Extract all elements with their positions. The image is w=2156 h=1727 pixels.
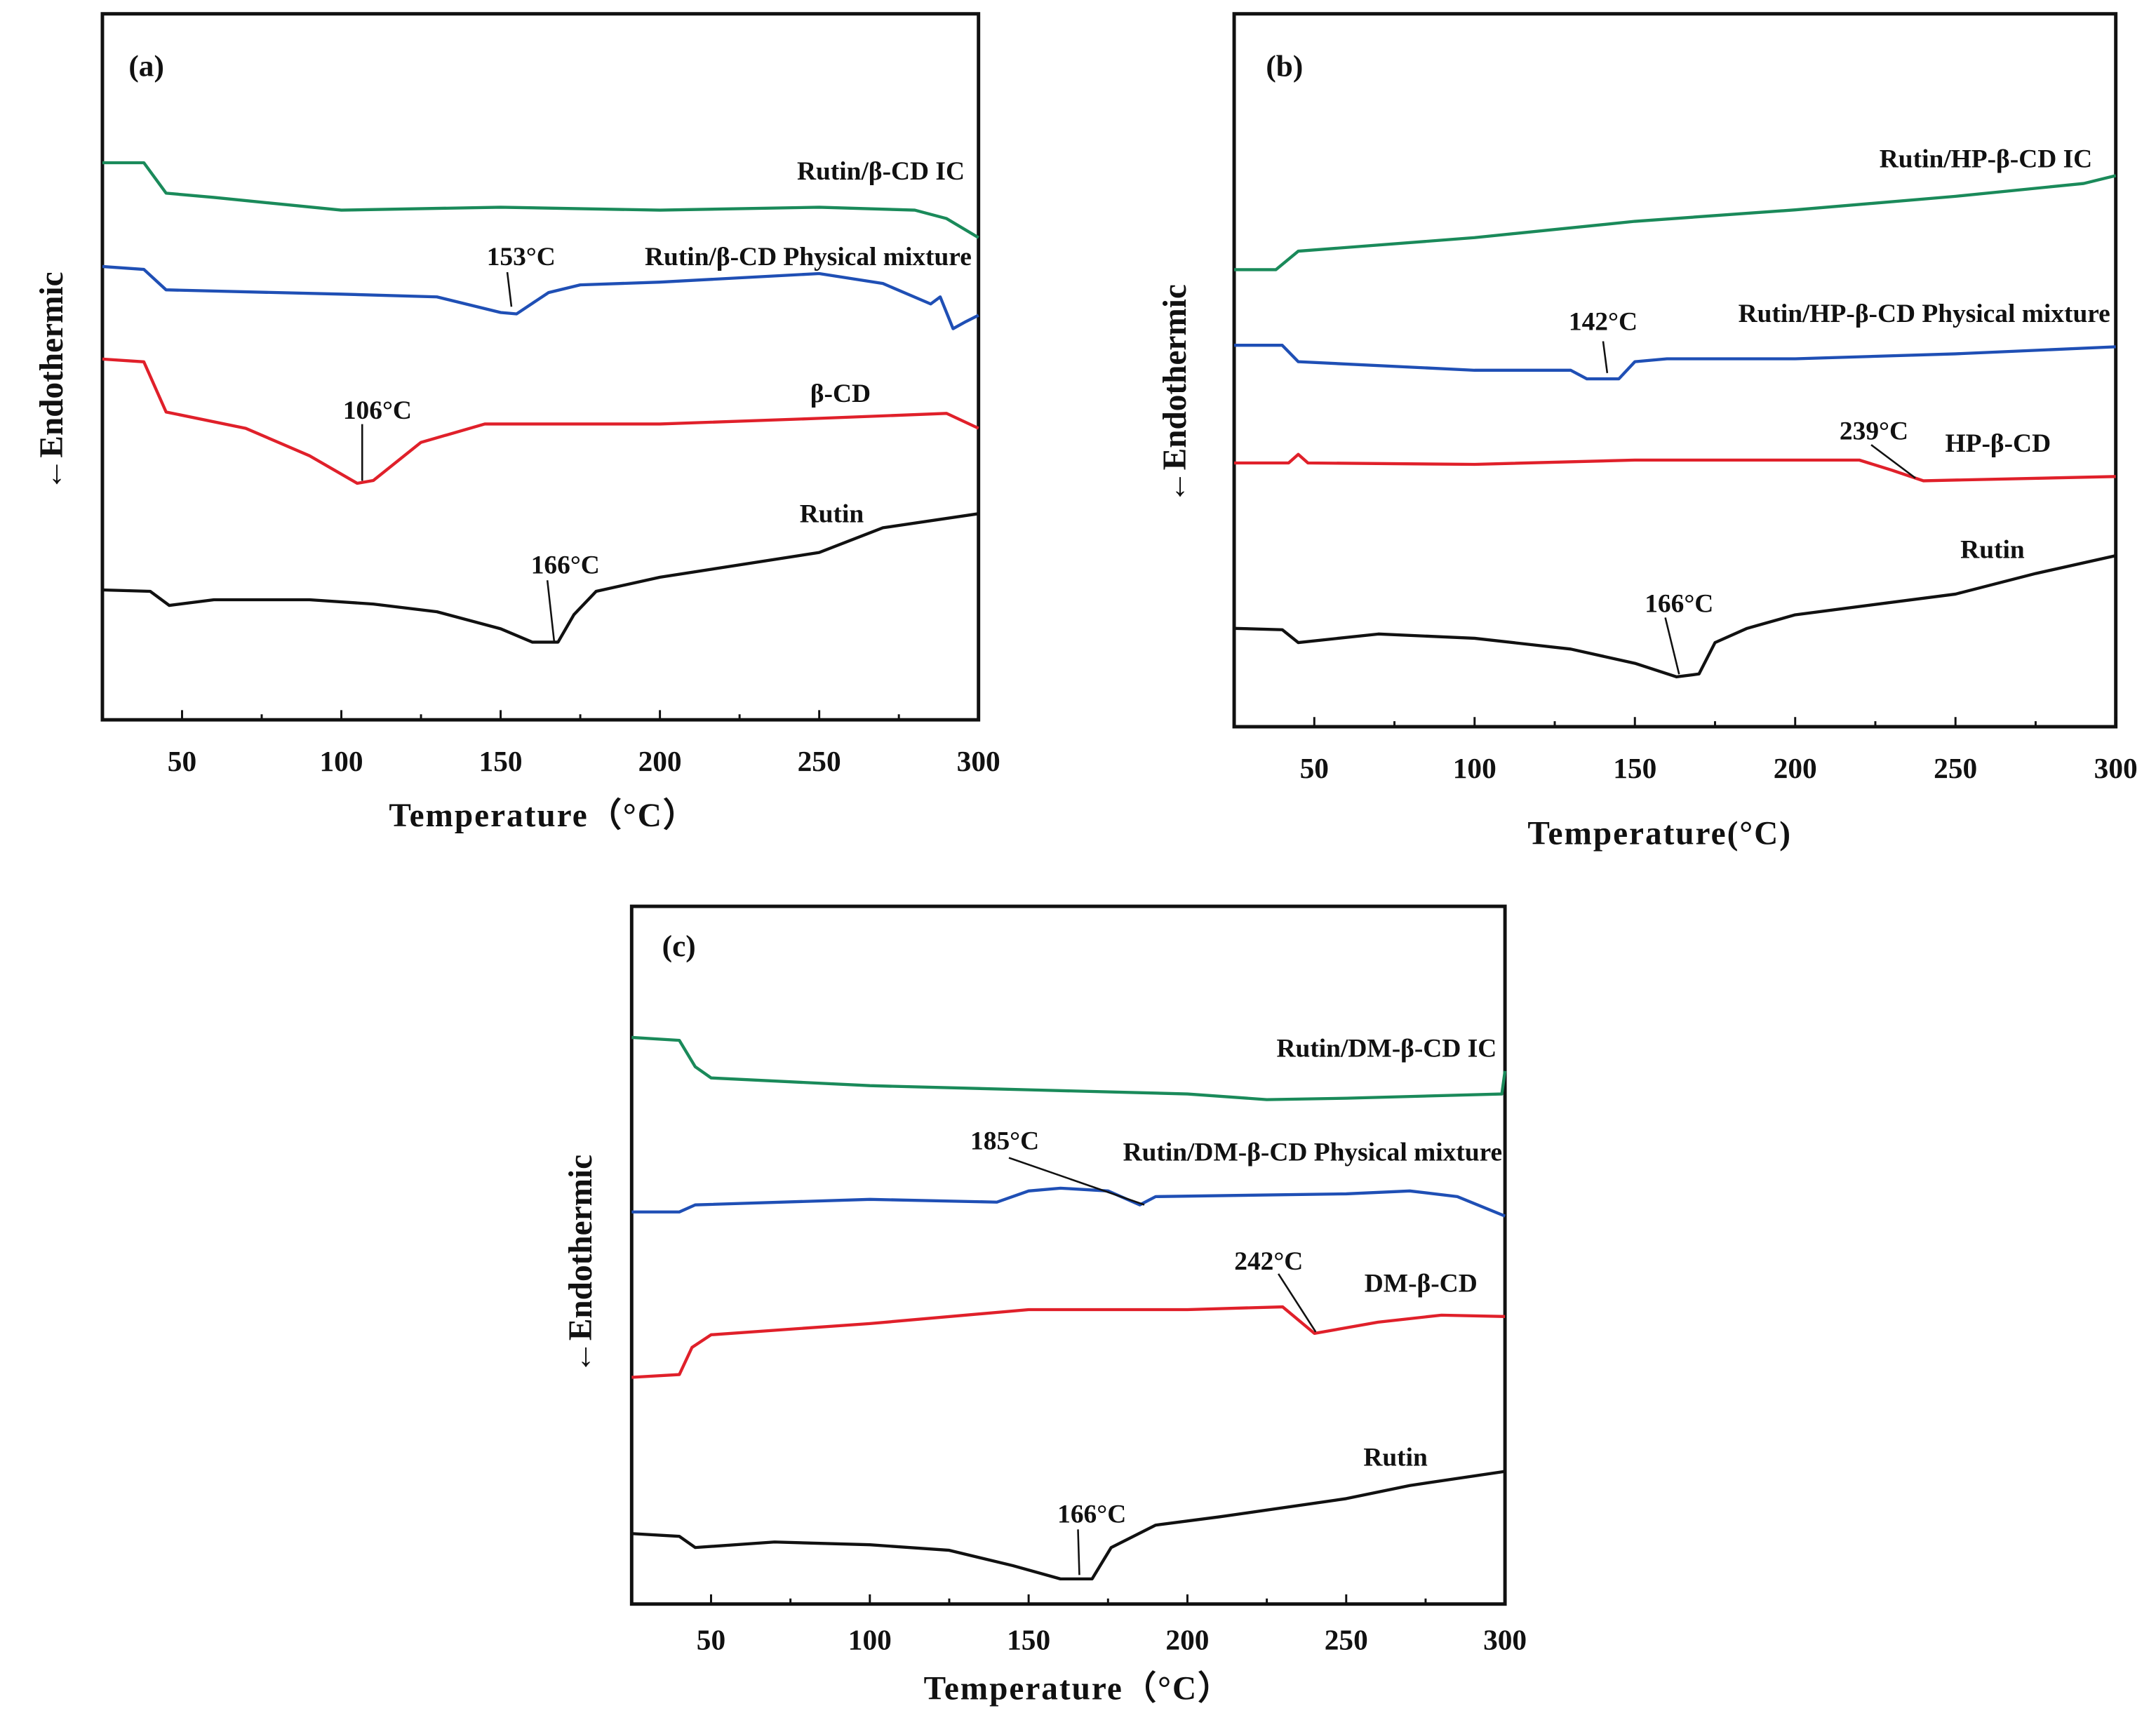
series-label: Rutin — [1363, 1444, 1428, 1472]
peak-annotation: 166°C — [1645, 590, 1713, 619]
series-line-2 — [631, 1305, 1506, 1379]
x-tick-label: 250 — [1934, 752, 1977, 784]
series-label: Rutin/HP-β-CD IC — [1880, 145, 2092, 173]
y-axis-title: ←Endothermic — [1157, 284, 1193, 503]
series-label: DM-β-CD — [1365, 1270, 1478, 1298]
annotation-leader-line — [506, 271, 513, 307]
series-label: Rutin/β-CD IC — [797, 157, 965, 186]
panel-letter: (a) — [128, 49, 164, 83]
peak-annotation: 166°C — [531, 551, 600, 579]
panel-a: 50 100 150 200 250 300 Temperature（°C） ←Endothe… — [34, 12, 1000, 834]
plot-frame — [629, 904, 1507, 1606]
series-label: Rutin — [1960, 536, 2025, 565]
x-tick-label: 100 — [1453, 752, 1497, 784]
panel-letter: (c) — [662, 929, 696, 963]
y-axis-title: ←Endothermic — [563, 1155, 599, 1373]
series-line-1 — [631, 1186, 1506, 1218]
annotation-leader-line — [1602, 341, 1609, 373]
annotation-leader-line — [1870, 444, 1916, 479]
panel-c: 50 100 150 200 250 300 Temperature（°C） ←Endothe… — [563, 904, 1527, 1707]
x-tick-label: 150 — [479, 745, 523, 777]
series-label: Rutin/DM-β-CD IC — [1277, 1035, 1497, 1063]
plot-frame — [1232, 12, 2118, 729]
peak-annotation: 166°C — [1057, 1500, 1126, 1528]
series-line-3 — [631, 1470, 1506, 1581]
annotation-leader-line — [1008, 1157, 1145, 1206]
series-label: HP-β-CD — [1946, 429, 2051, 458]
series-line-0 — [1234, 174, 2117, 271]
x-tick-label: 50 — [168, 745, 196, 777]
panel-letter: (b) — [1266, 49, 1303, 83]
x-tick-label: 50 — [1300, 752, 1329, 784]
series-line-3 — [102, 512, 979, 644]
x-tick-label: 250 — [798, 745, 841, 777]
x-tick-label: 200 — [638, 745, 682, 777]
x-axis-title: Temperature（°C） — [389, 798, 697, 834]
annotation-leader-line — [1278, 1273, 1317, 1333]
plot-frame — [100, 12, 981, 722]
y-axis-title: ←Endothermic — [34, 271, 70, 490]
peak-annotation: 239°C — [1840, 417, 1908, 445]
annotation-leader-line — [1664, 617, 1680, 675]
x-tick-label: 300 — [1483, 1624, 1527, 1656]
peak-annotation: 153°C — [487, 243, 556, 271]
annotation-leader-line — [546, 580, 556, 643]
annotation-leader-line — [1077, 1529, 1080, 1575]
x-tick-label: 200 — [1165, 1624, 1209, 1656]
x-tick-label: 250 — [1325, 1624, 1368, 1656]
x-tick-label: 300 — [957, 745, 1000, 777]
series-label: β-CD — [810, 379, 871, 408]
peak-annotation: 242°C — [1234, 1247, 1303, 1276]
x-tick-label: 150 — [1007, 1624, 1050, 1656]
series-line-1 — [1234, 344, 2116, 381]
series-label: Rutin/HP-β-CD Physical mixture — [1739, 300, 2110, 328]
series-line-0 — [102, 161, 979, 239]
series-line-1 — [102, 264, 979, 330]
peak-annotation: 185°C — [970, 1127, 1039, 1156]
panel-b: 50 100 150 200 250 300 Temperature(°C) ←Endothe… — [1157, 12, 2138, 852]
series-line-3 — [1234, 554, 2117, 679]
series-line-2 — [102, 357, 979, 485]
x-tick-label: 200 — [1774, 752, 1817, 784]
x-tick-label: 150 — [1613, 752, 1656, 784]
x-tick-label: 50 — [697, 1624, 725, 1656]
x-axis-title: Temperature(°C) — [1527, 815, 1792, 852]
series-label: Rutin/DM-β-CD Physical mixture — [1123, 1138, 1503, 1167]
x-axis-title: Temperature（°C） — [924, 1671, 1233, 1707]
series-label: Rutin — [800, 500, 864, 529]
series-label: Rutin/β-CD Physical mixture — [645, 243, 972, 271]
x-tick-label: 100 — [320, 745, 363, 777]
peak-annotation: 142°C — [1569, 308, 1638, 337]
series-line-2 — [1234, 452, 2116, 483]
x-tick-label: 300 — [2094, 752, 2138, 784]
series-line-0 — [631, 1035, 1507, 1101]
x-tick-label: 100 — [848, 1624, 892, 1656]
peak-annotation: 106°C — [343, 396, 412, 425]
